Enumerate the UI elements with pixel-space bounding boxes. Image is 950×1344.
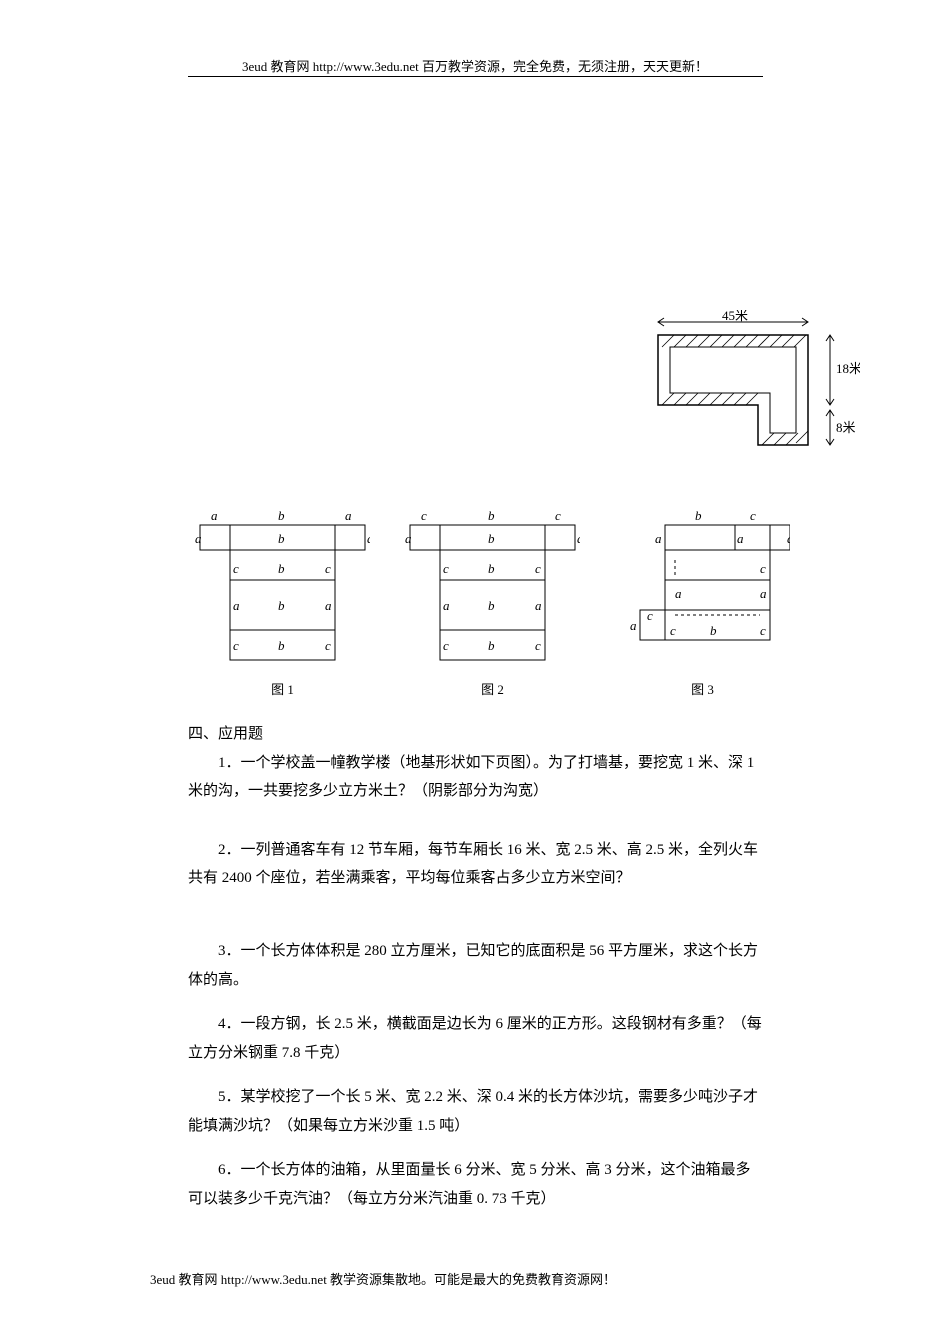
svg-text:a: a <box>443 598 450 613</box>
section-title: 四、应用题 <box>188 720 763 749</box>
svg-text:b: b <box>278 598 285 613</box>
svg-text:b: b <box>278 561 285 576</box>
svg-text:c: c <box>670 623 676 638</box>
svg-text:c: c <box>325 561 331 576</box>
figure-1: a b a a b a c b c a b a c b c 图 1 <box>195 500 370 698</box>
svg-text:c: c <box>233 638 239 653</box>
svg-text:c: c <box>647 608 653 623</box>
svg-text:c: c <box>535 638 541 653</box>
l-shape-diagram: 45米 18米 <box>610 310 860 490</box>
svg-text:c: c <box>421 508 427 523</box>
fig2-svg: c b c a b a c b c a b a c b c <box>405 500 580 670</box>
svg-text:a: a <box>787 531 790 546</box>
svg-text:b: b <box>278 531 285 546</box>
fig2-label: 图 2 <box>405 679 580 698</box>
svg-text:a: a <box>195 531 202 546</box>
svg-text:a: a <box>655 531 662 546</box>
svg-text:b: b <box>488 598 495 613</box>
svg-text:c: c <box>443 561 449 576</box>
problem-6: 6．一个长方体的油箱，从里面量长 6 分米、宽 5 分米、高 3 分米，这个油箱… <box>188 1156 763 1213</box>
height1-label: 18米 <box>836 361 860 376</box>
page-header: 3eud 教育网 http://www.3edu.net 百万教学资源，完全免费… <box>0 56 950 75</box>
figure-3: b c a a a c a a c a c b c 图 3 <box>615 500 790 698</box>
height2-label: 8米 <box>836 420 856 435</box>
svg-text:a: a <box>760 586 767 601</box>
svg-text:c: c <box>233 561 239 576</box>
svg-text:a: a <box>630 618 637 633</box>
svg-text:a: a <box>211 508 218 523</box>
svg-text:a: a <box>405 531 412 546</box>
header-divider <box>188 76 763 77</box>
svg-text:b: b <box>488 638 495 653</box>
problem-1: 1．一个学校盖一幢教学楼（地基形状如下页图）。为了打墙基，要挖宽 1 米、深 1… <box>188 749 763 806</box>
fig1-label: 图 1 <box>195 679 370 698</box>
svg-text:a: a <box>233 598 240 613</box>
svg-text:a: a <box>737 531 744 546</box>
problem-2: 2．一列普通客车有 12 节车厢，每节车厢长 16 米、宽 2.5 米、高 2.… <box>188 836 763 893</box>
fig3-svg: b c a a a c a a c a c b c <box>615 500 790 670</box>
svg-text:c: c <box>443 638 449 653</box>
problem-4: 4．一段方钢，长 2.5 米，横截面是边长为 6 厘米的正方形。这段钢材有多重？… <box>188 1010 763 1067</box>
fig3-label: 图 3 <box>615 679 790 698</box>
svg-text:b: b <box>488 561 495 576</box>
svg-text:c: c <box>535 561 541 576</box>
l-shape-svg: 45米 18米 <box>610 310 860 485</box>
svg-text:b: b <box>710 623 717 638</box>
svg-text:c: c <box>760 561 766 576</box>
page-footer: 3eud 教育网 http://www.3edu.net 教学资源集散地。可能是… <box>150 1269 616 1288</box>
svg-text:c: c <box>760 623 766 638</box>
svg-text:b: b <box>278 638 285 653</box>
svg-text:b: b <box>278 508 285 523</box>
svg-text:c: c <box>325 638 331 653</box>
problem-5: 5．某学校挖了一个长 5 米、宽 2.2 米、深 0.4 米的长方体沙坑，需要多… <box>188 1083 763 1140</box>
svg-text:a: a <box>325 598 332 613</box>
svg-text:a: a <box>535 598 542 613</box>
svg-text:a: a <box>577 531 580 546</box>
svg-text:a: a <box>345 508 352 523</box>
fig1-svg: a b a a b a c b c a b a c b c <box>195 500 370 670</box>
figure-2: c b c a b a c b c a b a c b c 图 2 <box>405 500 580 698</box>
content-area: 四、应用题 1．一个学校盖一幢教学楼（地基形状如下页图）。为了打墙基，要挖宽 1… <box>188 720 763 1229</box>
width-label: 45米 <box>722 310 748 323</box>
problem-3: 3．一个长方体体积是 280 立方厘米，已知它的底面积是 56 平方厘米，求这个… <box>188 937 763 994</box>
svg-text:b: b <box>488 508 495 523</box>
unfold-diagrams-container: a b a a b a c b c a b a c b c 图 1 <box>195 500 790 698</box>
svg-text:c: c <box>750 508 756 523</box>
svg-text:b: b <box>695 508 702 523</box>
svg-text:c: c <box>555 508 561 523</box>
svg-text:b: b <box>488 531 495 546</box>
svg-text:a: a <box>675 586 682 601</box>
svg-text:a: a <box>367 531 370 546</box>
